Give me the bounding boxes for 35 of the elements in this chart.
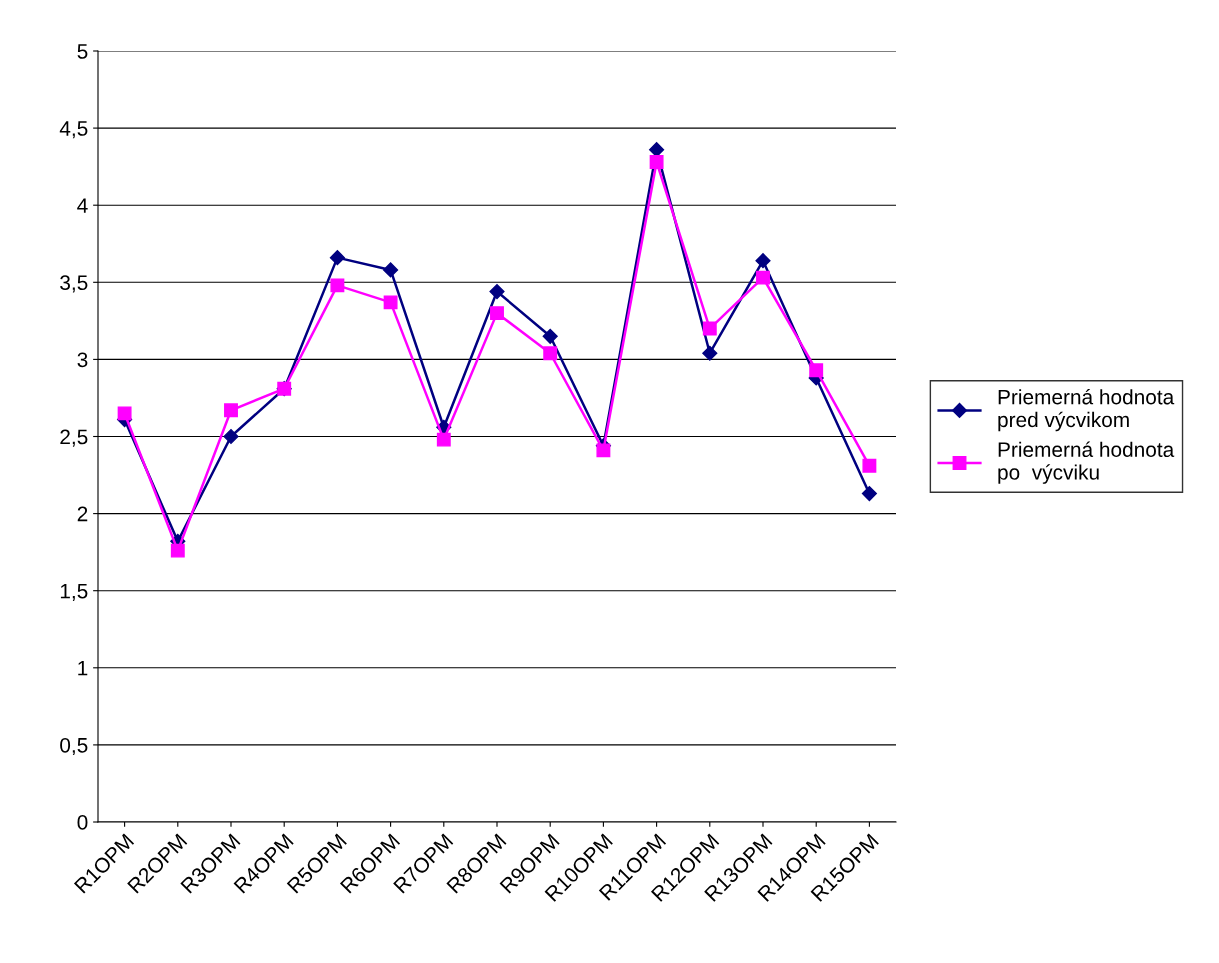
- point: [223, 428, 239, 445]
- legend-label: Priemerná hodnota pred výcvikom: [998, 388, 1175, 432]
- point: [755, 253, 771, 269]
- point: [489, 283, 505, 300]
- legend-label: Priemerná hodnota po výcviku: [998, 441, 1175, 484]
- y-tick-label: 2,5: [60, 429, 88, 447]
- point: [383, 295, 398, 310]
- point: [756, 270, 770, 285]
- point: [809, 363, 824, 378]
- y-tick-label: 5: [77, 44, 88, 59]
- point: [117, 406, 132, 421]
- y-tick-label: 4: [77, 198, 88, 213]
- y-tick-label: 3,5: [60, 275, 88, 293]
- point: [702, 345, 718, 361]
- point: [170, 543, 185, 558]
- point: [330, 278, 345, 293]
- y-tick-label: 3: [77, 352, 88, 368]
- point: [649, 155, 664, 169]
- point: [862, 458, 877, 473]
- point: [383, 262, 399, 278]
- y-tick-label: 1: [78, 661, 88, 676]
- point: [596, 443, 611, 458]
- point: [702, 321, 717, 336]
- point: [861, 485, 877, 502]
- y-tick-label: 4,5: [59, 121, 88, 139]
- point: [490, 306, 504, 321]
- y-tick-label: 0,5: [60, 737, 88, 756]
- point: [543, 346, 558, 361]
- point: [436, 432, 451, 447]
- point: [224, 403, 238, 418]
- y-tick-label: 1,5: [60, 583, 88, 601]
- point: [542, 328, 558, 344]
- y-tick-label: 2: [77, 506, 88, 522]
- point: [329, 250, 345, 266]
- y-tick-label: 0: [77, 815, 88, 830]
